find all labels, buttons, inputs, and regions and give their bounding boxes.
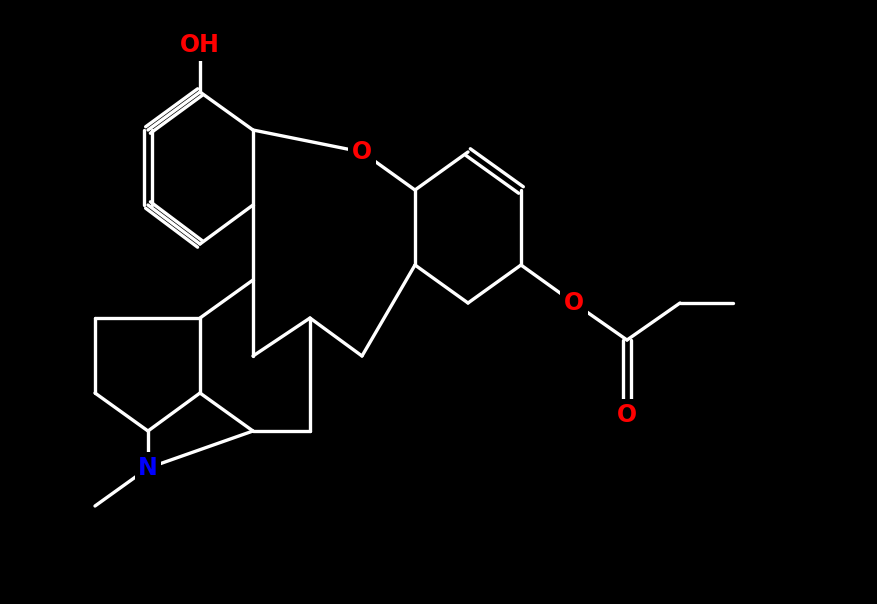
Text: O: O bbox=[352, 140, 372, 164]
Text: OH: OH bbox=[180, 33, 219, 57]
Text: O: O bbox=[617, 403, 637, 427]
Text: N: N bbox=[138, 456, 158, 480]
Text: O: O bbox=[563, 291, 583, 315]
